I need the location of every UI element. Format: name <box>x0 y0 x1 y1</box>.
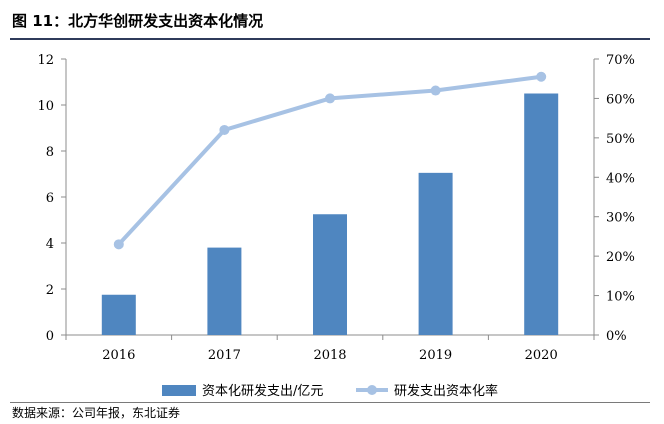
rate-point-2019 <box>430 85 441 96</box>
bar-2019 <box>418 172 453 335</box>
y-right-tick-label: 0% <box>606 329 627 344</box>
rate-point-2020 <box>536 71 547 82</box>
y-right-tick-label: 10% <box>606 290 635 305</box>
bar-2020 <box>524 93 559 335</box>
y-left-tick-label: 4 <box>46 237 54 252</box>
x-tick-label: 2018 <box>313 348 346 363</box>
line-layer <box>113 71 547 250</box>
x-tick-label: 2019 <box>419 348 452 363</box>
legend-bar-label: 资本化研发支出/亿元 <box>202 383 323 399</box>
y-left-tick-label: 10 <box>37 99 54 114</box>
bar-2017 <box>207 247 242 335</box>
y-right-tick-label: 20% <box>606 250 635 265</box>
rate-point-2017 <box>219 124 230 135</box>
y-right-tick-label: 30% <box>606 211 635 226</box>
y-left-tick-label: 6 <box>46 191 54 206</box>
rate-point-2016 <box>113 239 124 250</box>
bar-2018 <box>313 214 347 335</box>
bar-2016 <box>101 294 136 335</box>
figure-title: 图 11：北方华创研发支出资本化情况 <box>12 12 264 30</box>
y-right-tick-label: 40% <box>606 171 635 186</box>
legend: 资本化研发支出/亿元 研发支出资本化率 <box>162 383 498 399</box>
y-left-tick-label: 8 <box>46 145 54 160</box>
ticks-layer: 0 2 4 6 8 10 12 0% 10% 20% 30% 40% 50% 60% 70% 2016 2017… <box>37 53 634 363</box>
legend-line-label: 研发支出资本化率 <box>394 383 498 399</box>
legend-bar-swatch <box>162 385 196 396</box>
x-tick-label: 2017 <box>208 348 241 363</box>
bars-layer <box>101 93 559 335</box>
y-left-tick-label: 12 <box>37 53 54 68</box>
legend-line-marker <box>367 385 377 395</box>
y-right-tick-label: 60% <box>606 92 635 107</box>
title-rule <box>10 38 650 40</box>
y-right-tick-label: 50% <box>606 132 635 147</box>
rate-point-2018 <box>325 93 335 104</box>
source-note: 数据来源：公司年报，东北证券 <box>12 406 181 420</box>
y-left-tick-label: 2 <box>46 283 54 298</box>
source-rule <box>10 402 650 403</box>
y-right-tick-label: 70% <box>606 53 635 68</box>
y-left-tick-label: 0 <box>46 329 54 344</box>
x-tick-label: 2020 <box>525 348 558 363</box>
x-tick-label: 2016 <box>102 348 135 363</box>
